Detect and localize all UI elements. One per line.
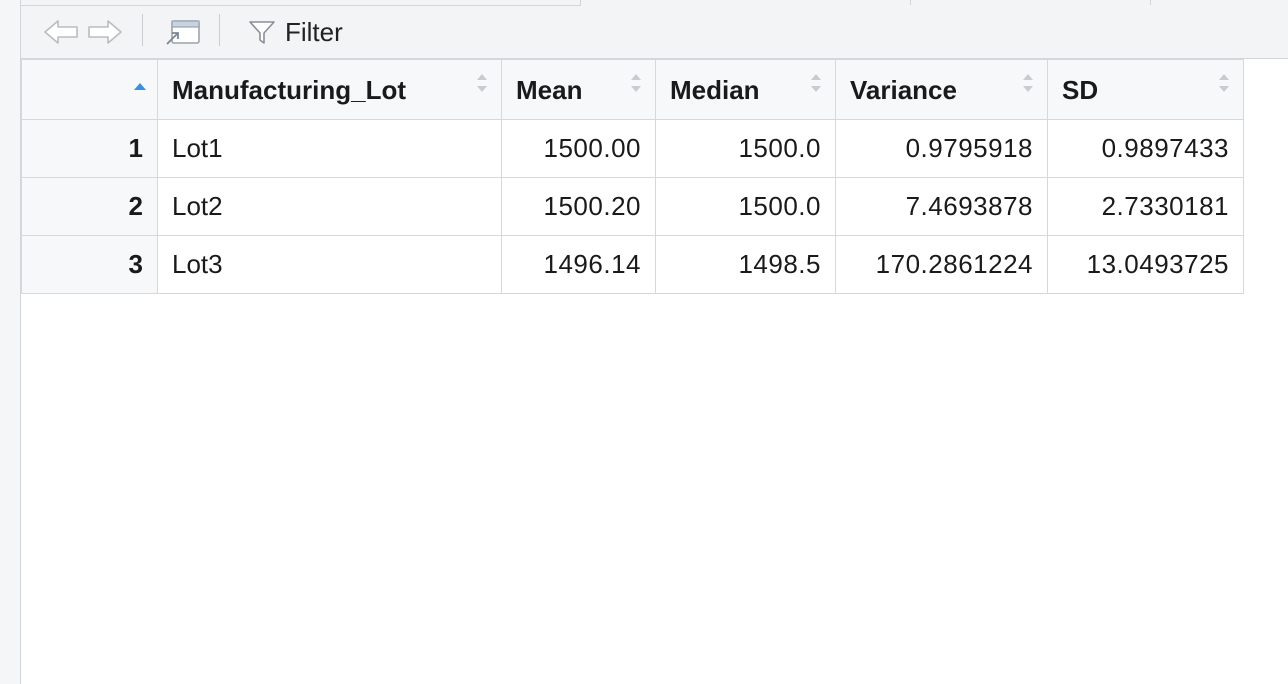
cell-median: 1500.0 bbox=[655, 177, 836, 236]
arrow-left-icon bbox=[44, 20, 78, 44]
header-row: Manufacturing_Lot Mean bbox=[21, 59, 1244, 120]
cell-sd: 2.7330181 bbox=[1047, 177, 1244, 236]
toolbar-separator bbox=[142, 14, 143, 46]
active-tab-edge bbox=[21, 0, 581, 6]
cell-manufacturing-lot: Lot2 bbox=[157, 177, 502, 236]
cell-median: 1498.5 bbox=[655, 235, 836, 294]
cell-variance: 170.2861224 bbox=[835, 235, 1048, 294]
sort-toggle-icon bbox=[631, 74, 641, 92]
toolbar: Filter bbox=[21, 6, 1288, 59]
cell-mean: 1500.20 bbox=[501, 177, 656, 236]
column-header-manufacturing-lot[interactable]: Manufacturing_Lot bbox=[157, 59, 502, 120]
cell-sd: 13.0493725 bbox=[1047, 235, 1244, 294]
cell-manufacturing-lot: Lot1 bbox=[157, 119, 502, 178]
data-table-container: Manufacturing_Lot Mean bbox=[21, 59, 1244, 294]
filter-label: Filter bbox=[285, 17, 343, 47]
popout-window-icon bbox=[166, 20, 200, 45]
forward-button[interactable] bbox=[85, 16, 125, 48]
cell-variance: 0.9795918 bbox=[835, 119, 1048, 178]
arrow-right-icon bbox=[88, 20, 122, 44]
cell-manufacturing-lot: Lot3 bbox=[157, 235, 502, 294]
rowname-header[interactable] bbox=[21, 59, 158, 120]
funnel-icon bbox=[249, 21, 275, 44]
column-header-variance[interactable]: Variance bbox=[835, 59, 1048, 120]
back-button[interactable] bbox=[41, 16, 81, 48]
toolbar-separator bbox=[219, 14, 220, 46]
tab-divider bbox=[580, 0, 581, 5]
sort-toggle-icon bbox=[477, 74, 487, 92]
table-row: 2 Lot2 1500.20 1500.0 7.4693878 2.733018… bbox=[21, 177, 1244, 236]
column-header-label: Median bbox=[670, 75, 760, 105]
column-header-sd[interactable]: SD bbox=[1047, 59, 1244, 120]
tab-divider bbox=[910, 0, 911, 5]
column-header-median[interactable]: Median bbox=[655, 59, 836, 120]
sort-toggle-icon bbox=[811, 74, 821, 92]
column-header-label: Mean bbox=[516, 75, 583, 105]
column-header-mean[interactable]: Mean bbox=[501, 59, 656, 120]
cell-median: 1500.0 bbox=[655, 119, 836, 178]
row-number: 1 bbox=[21, 119, 158, 178]
sort-toggle-icon bbox=[1023, 74, 1033, 92]
cell-mean: 1496.14 bbox=[501, 235, 656, 294]
column-header-label: Manufacturing_Lot bbox=[172, 75, 406, 105]
column-header-label: SD bbox=[1062, 75, 1099, 105]
left-gutter bbox=[0, 0, 21, 684]
cell-variance: 7.4693878 bbox=[835, 177, 1048, 236]
sort-ascending-icon bbox=[134, 83, 146, 90]
column-header-label: Variance bbox=[850, 75, 957, 105]
cell-sd: 0.9897433 bbox=[1047, 119, 1244, 178]
row-number: 2 bbox=[21, 177, 158, 236]
tab-strip bbox=[21, 0, 1288, 6]
cell-mean: 1500.00 bbox=[501, 119, 656, 178]
table-row: 1 Lot1 1500.00 1500.0 0.9795918 0.989743… bbox=[21, 119, 1244, 178]
table-row: 3 Lot3 1496.14 1498.5 170.2861224 13.049… bbox=[21, 235, 1244, 294]
tab-divider bbox=[1150, 0, 1151, 5]
filter-button[interactable]: Filter bbox=[247, 16, 367, 48]
data-table: Manufacturing_Lot Mean bbox=[21, 59, 1244, 294]
sort-toggle-icon bbox=[1219, 74, 1229, 92]
popout-button[interactable] bbox=[161, 16, 205, 48]
row-number: 3 bbox=[21, 235, 158, 294]
